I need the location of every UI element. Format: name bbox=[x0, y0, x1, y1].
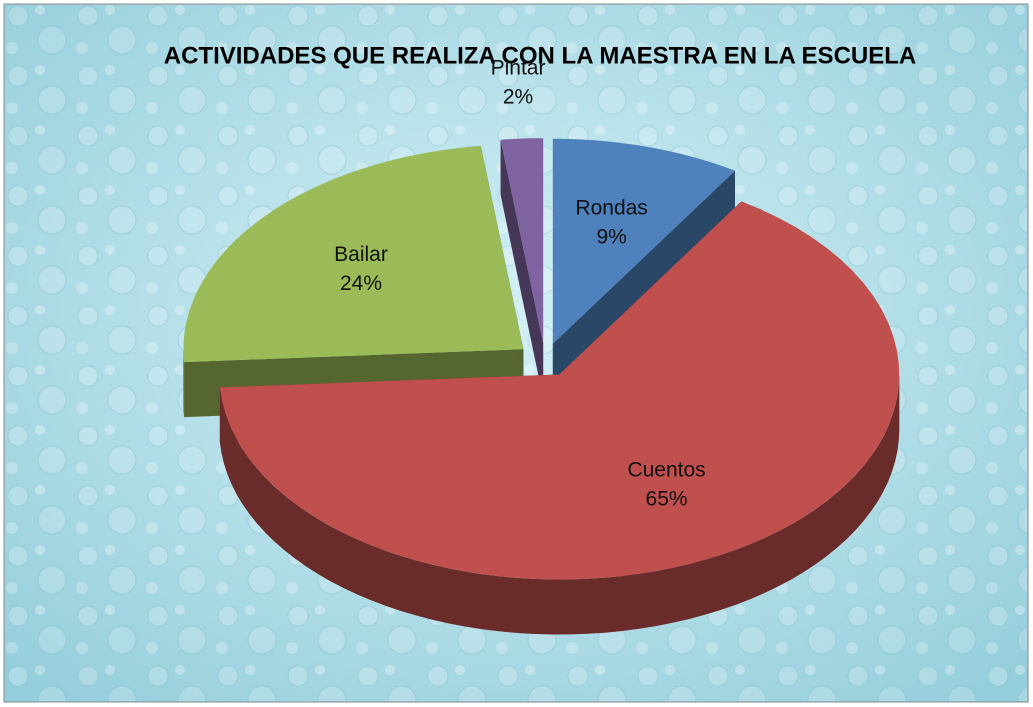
data-label-name: Rondas bbox=[575, 196, 647, 219]
data-label-value: 24% bbox=[340, 272, 382, 295]
pie-slice bbox=[183, 145, 524, 363]
side-shade bbox=[219, 374, 900, 635]
side-wall bbox=[500, 139, 544, 399]
side-shade bbox=[183, 349, 185, 418]
data-label-name: Pintar bbox=[491, 56, 546, 79]
pie bbox=[183, 138, 900, 635]
pie-slice bbox=[552, 138, 735, 344]
side-wall bbox=[219, 374, 900, 635]
side-wall bbox=[183, 349, 185, 418]
slice bbox=[500, 138, 544, 399]
data-label-value: 65% bbox=[646, 487, 688, 510]
chart-title: ACTIVIDADES QUE REALIZA CON LA MAESTRA E… bbox=[164, 42, 916, 69]
data-label-name: Cuentos bbox=[627, 458, 705, 481]
pie-slice bbox=[500, 138, 544, 344]
pie-slice bbox=[219, 201, 900, 580]
data-label-name: Bailar bbox=[334, 243, 388, 266]
data-label-value: 9% bbox=[596, 225, 626, 248]
side-shade bbox=[500, 139, 544, 399]
slice bbox=[219, 201, 900, 635]
data-label-value: 2% bbox=[503, 85, 533, 108]
